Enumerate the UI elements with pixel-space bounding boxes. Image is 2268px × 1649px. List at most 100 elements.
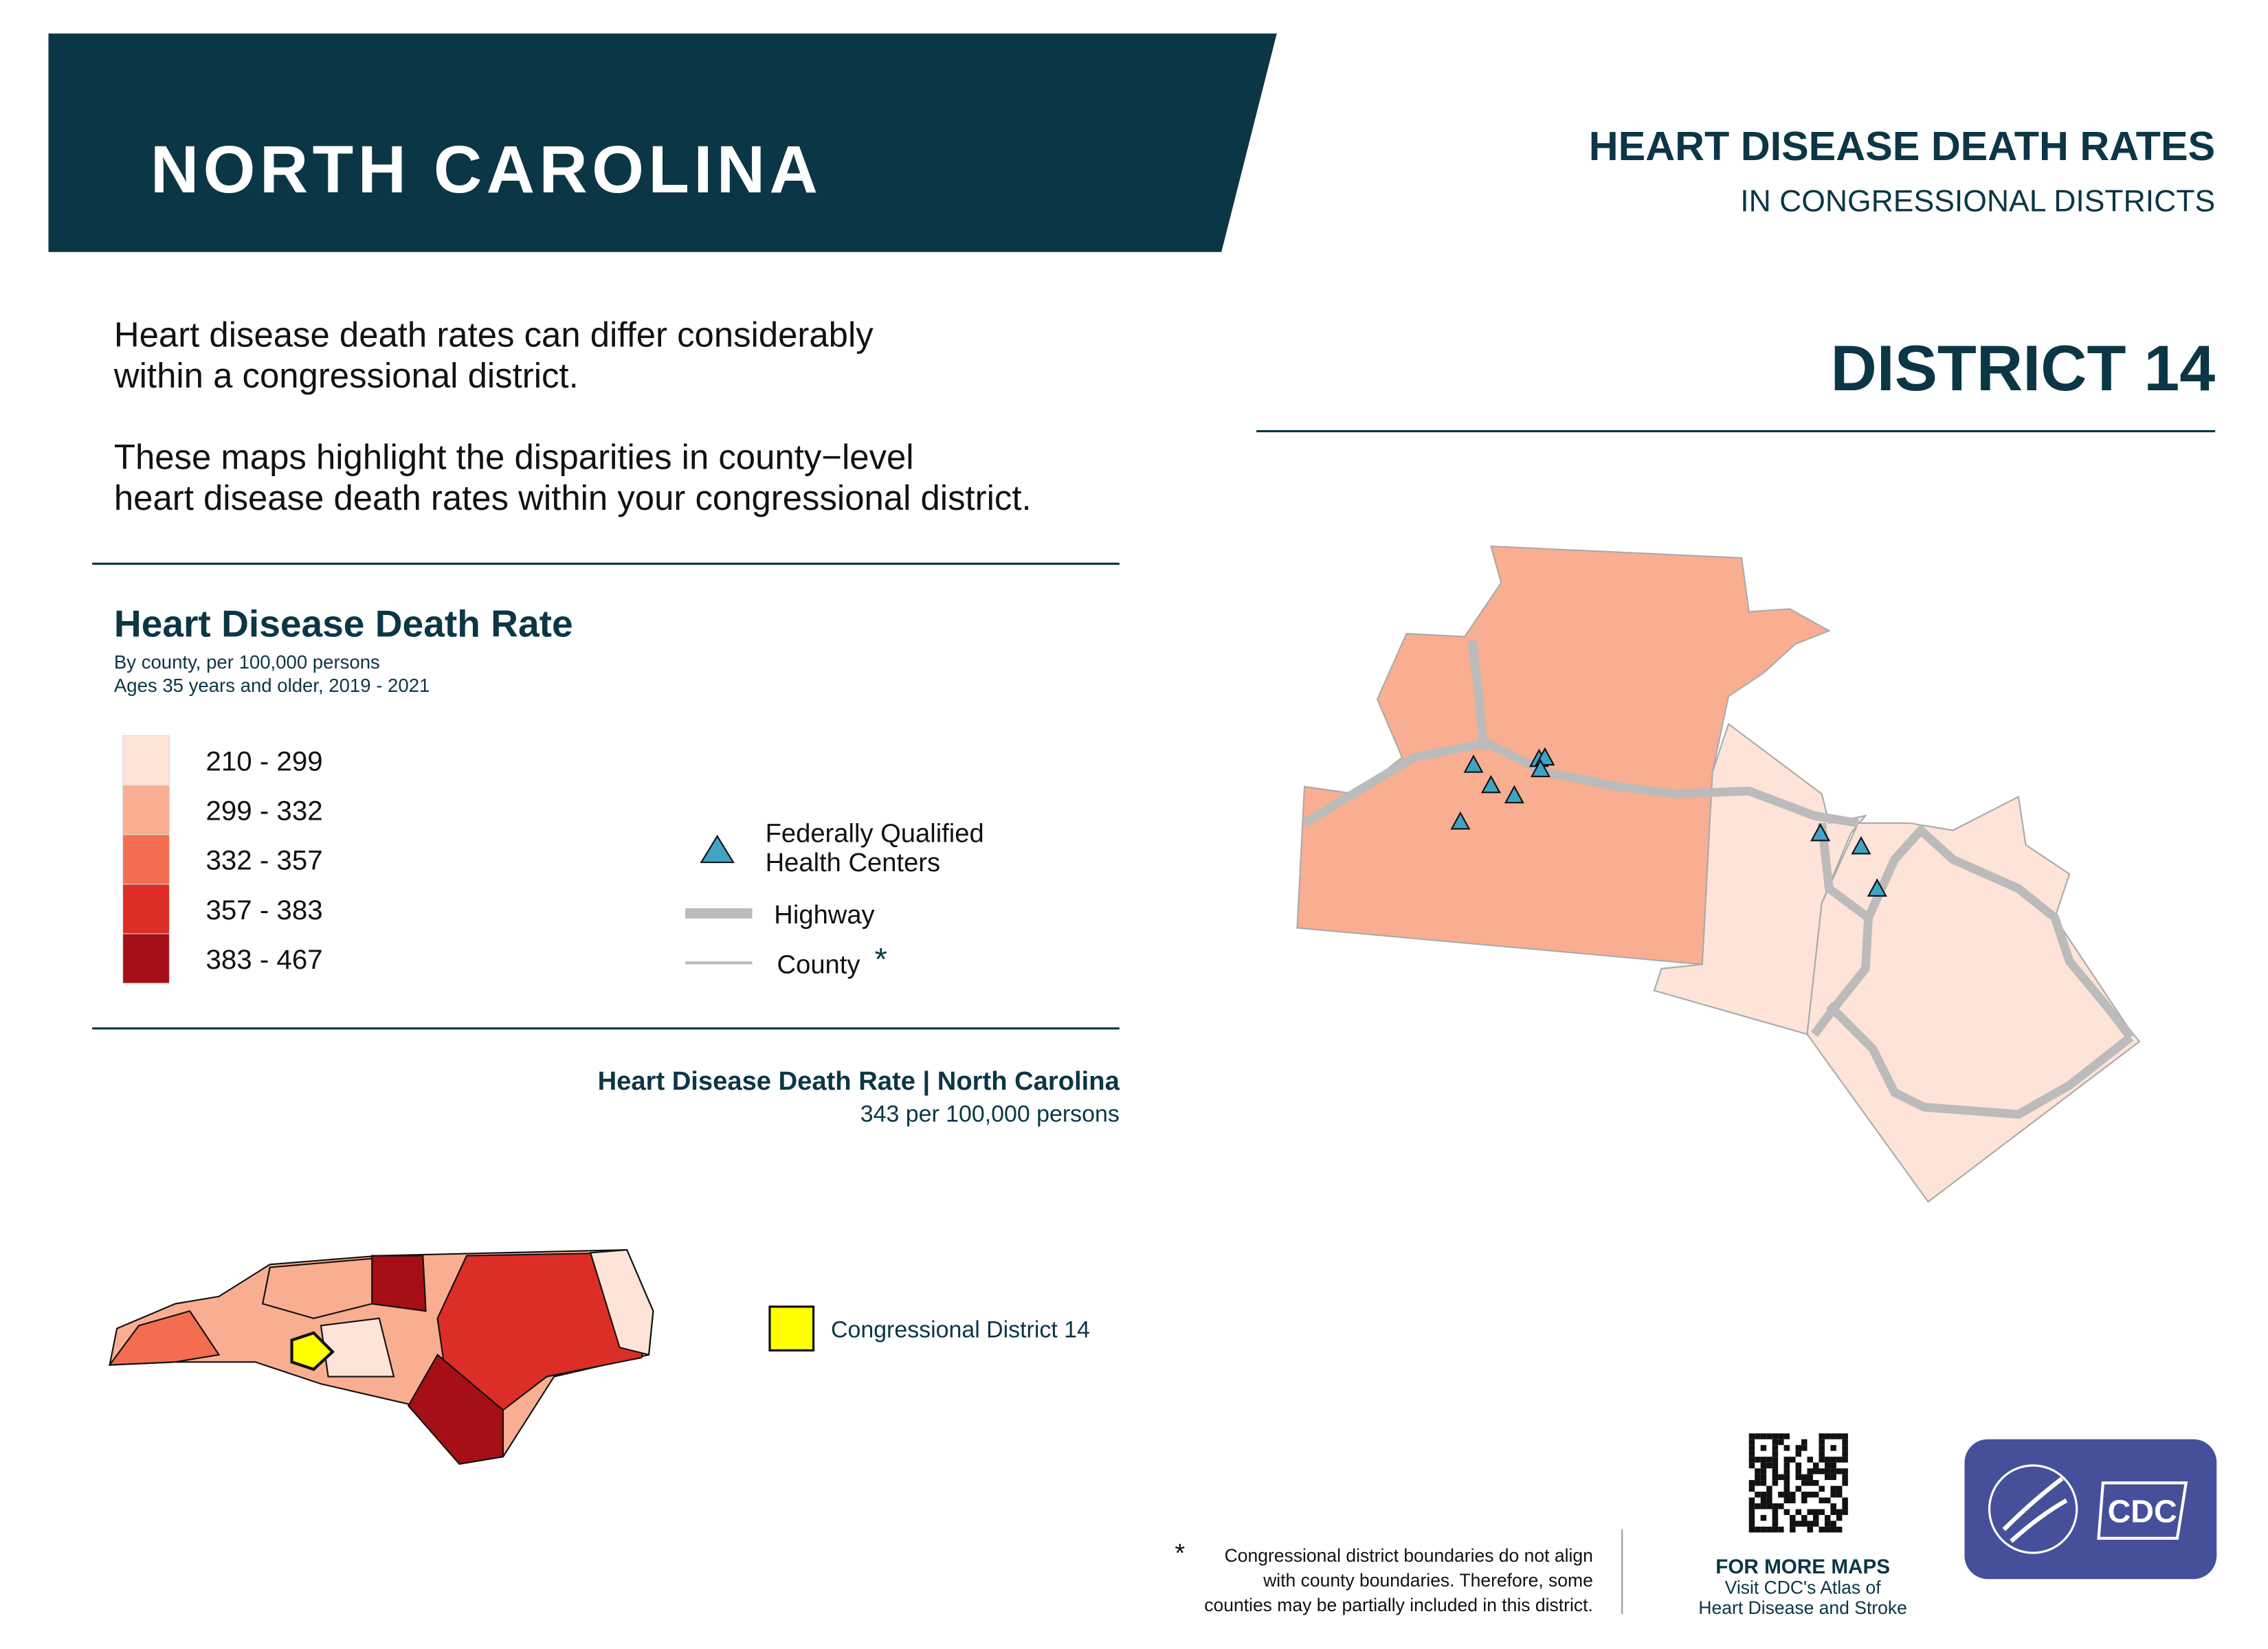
qr-module xyxy=(1807,1474,1813,1481)
qr-module xyxy=(1790,1497,1796,1503)
qr-module xyxy=(1812,1492,1819,1498)
qr-module xyxy=(1812,1468,1819,1474)
qr-module xyxy=(1766,1485,1772,1492)
qr-module xyxy=(1778,1433,1784,1439)
qr-module xyxy=(1772,1462,1779,1469)
qr-module xyxy=(1748,1480,1755,1486)
qr-module xyxy=(1760,1492,1767,1498)
qr-module xyxy=(1830,1462,1836,1469)
qr-module xyxy=(1842,1497,1848,1503)
hhs-seal xyxy=(1988,1464,2078,1554)
qr-module xyxy=(1760,1503,1767,1510)
legend-title: Heart Disease Death Rate xyxy=(114,603,573,645)
qr-module xyxy=(1783,1462,1790,1469)
legend-swatch xyxy=(122,834,170,885)
qr-module xyxy=(1819,1509,1825,1515)
qr-module xyxy=(1830,1474,1836,1481)
health-centers xyxy=(1450,747,1887,897)
qr-module xyxy=(1783,1497,1790,1503)
qr-module xyxy=(1795,1462,1802,1469)
qr-module xyxy=(1842,1439,1848,1446)
qr-module xyxy=(1755,1433,1761,1439)
state-rate-value: 343 per 100,000 persons xyxy=(860,1101,1120,1128)
state-name: NORTH CAROLINA xyxy=(151,132,822,207)
qr-module xyxy=(1760,1457,1767,1463)
qr-module xyxy=(1824,1497,1831,1503)
qr-module xyxy=(1772,1503,1779,1510)
qr-module xyxy=(1766,1503,1772,1510)
legend-note: Ages 35 years and older, 2019 - 2021 xyxy=(114,675,430,696)
qr-module xyxy=(1801,1474,1808,1481)
qr-module xyxy=(1842,1509,1848,1515)
qr-module xyxy=(1819,1450,1825,1457)
qr-module xyxy=(1795,1468,1802,1474)
qr-module xyxy=(1772,1457,1779,1463)
qr-module xyxy=(1760,1433,1767,1439)
qr-module xyxy=(1766,1497,1772,1503)
legend-label: Federally Qualified xyxy=(766,818,984,848)
qr-module xyxy=(1824,1526,1831,1533)
qr-module xyxy=(1830,1503,1836,1510)
cdc-logo xyxy=(1964,1439,2217,1580)
qr-module xyxy=(1748,1526,1755,1533)
qr-module xyxy=(1830,1509,1836,1515)
footnote: counties may be partially included in th… xyxy=(1204,1595,1593,1615)
qr-module xyxy=(1842,1474,1848,1481)
qr-module xyxy=(1824,1457,1831,1463)
qr-module xyxy=(1748,1445,1755,1451)
qr-module xyxy=(1748,1433,1755,1439)
legend-swatch xyxy=(122,735,170,786)
qr-module xyxy=(1842,1480,1848,1486)
legend-label: Health Centers xyxy=(766,848,941,877)
qr-module xyxy=(1760,1468,1767,1474)
qr-module xyxy=(1755,1492,1761,1498)
qr-module xyxy=(1755,1468,1761,1474)
legend-label: 210 - 299 xyxy=(205,746,322,777)
asterisk: * xyxy=(875,941,887,977)
qr-module xyxy=(1824,1514,1831,1521)
qr-module xyxy=(1819,1526,1825,1533)
qr-module xyxy=(1812,1509,1819,1515)
qr-module xyxy=(1807,1457,1813,1463)
qr-module xyxy=(1807,1492,1813,1498)
qr-module xyxy=(1783,1468,1790,1474)
qr-module xyxy=(1772,1526,1779,1533)
intro-line: heart disease death rates within your co… xyxy=(114,478,1032,517)
qr-module xyxy=(1772,1480,1779,1486)
qr-module xyxy=(1755,1457,1761,1463)
qr-module xyxy=(1783,1445,1790,1451)
qr-module xyxy=(1748,1514,1755,1521)
qr-module xyxy=(1790,1521,1796,1527)
qr-module xyxy=(1748,1450,1755,1457)
qr-module xyxy=(1748,1521,1755,1527)
qr-module xyxy=(1807,1509,1813,1515)
qr-module xyxy=(1819,1497,1825,1503)
qr-module xyxy=(1801,1439,1808,1446)
qr-module xyxy=(1783,1509,1790,1515)
qr-module xyxy=(1790,1526,1796,1533)
qr-module xyxy=(1842,1445,1848,1451)
qr-module xyxy=(1760,1480,1767,1486)
qr-module xyxy=(1748,1497,1755,1503)
qr-module xyxy=(1807,1468,1813,1474)
qr-module xyxy=(1824,1474,1831,1481)
title: HEART DISEASE DEATH RATES xyxy=(1589,123,2215,169)
legend-label: 357 - 383 xyxy=(205,895,322,926)
more-maps-line: Visit CDC's Atlas of xyxy=(1725,1577,1882,1597)
qr-module xyxy=(1812,1462,1819,1469)
state-rate-title: Heart Disease Death Rate | North Carolin… xyxy=(598,1066,1120,1096)
qr-module xyxy=(1748,1485,1755,1492)
qr-module xyxy=(1760,1445,1767,1451)
qr-module xyxy=(1760,1474,1767,1481)
qr-module xyxy=(1801,1497,1808,1503)
qr-module xyxy=(1824,1521,1831,1527)
qr-module xyxy=(1790,1492,1796,1498)
qr-module xyxy=(1801,1445,1808,1451)
qr-module xyxy=(1783,1474,1790,1481)
qr-module xyxy=(1836,1485,1843,1492)
qr-module xyxy=(1772,1474,1779,1481)
subtitle: IN CONGRESSIONAL DISTRICTS xyxy=(1740,184,2215,218)
qr-module xyxy=(1819,1445,1825,1451)
legend-label: Highway xyxy=(774,900,874,930)
